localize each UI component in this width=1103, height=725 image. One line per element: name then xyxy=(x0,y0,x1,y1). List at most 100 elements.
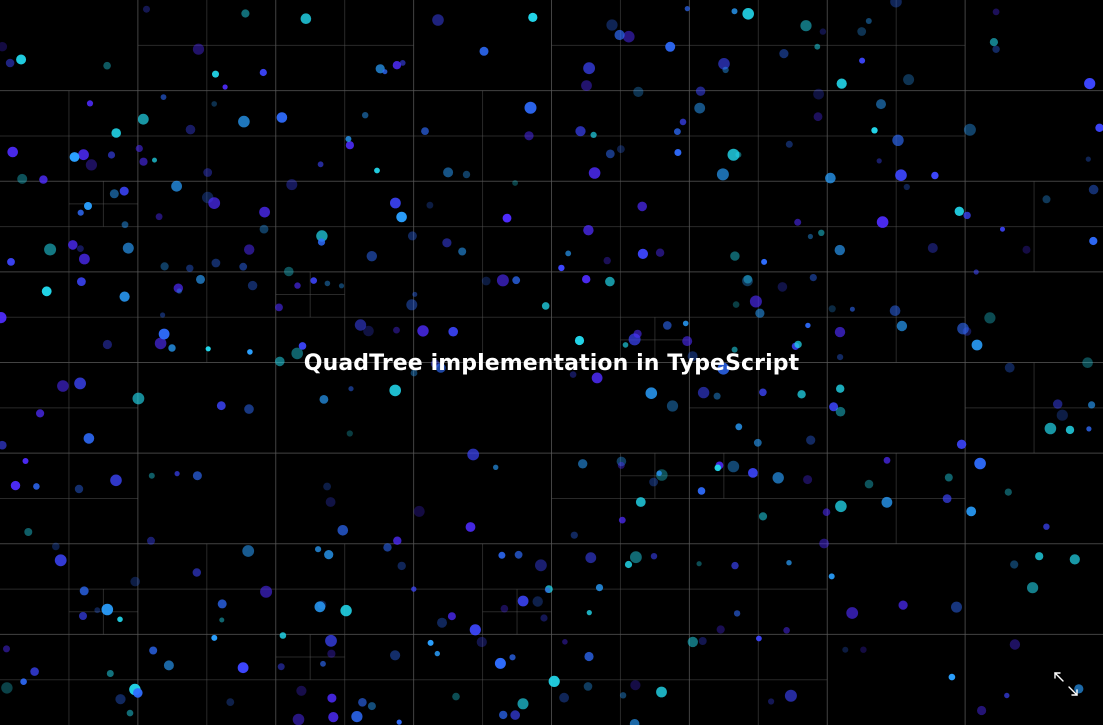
quadtree-point xyxy=(545,585,553,593)
quadtree-point xyxy=(605,149,615,159)
quadtree-point xyxy=(807,233,814,240)
quadtree-point xyxy=(992,8,1000,16)
quadtree-point xyxy=(717,362,730,375)
quadtree-point xyxy=(1022,245,1031,254)
quadtree-point xyxy=(479,46,489,56)
quadtree-point xyxy=(143,5,150,13)
quadtree-point xyxy=(192,568,201,577)
quadtree-point xyxy=(79,253,90,265)
quadtree-point xyxy=(94,607,101,614)
quadtree-point xyxy=(665,41,676,52)
quadtree-point xyxy=(1069,554,1080,565)
quadtree-point xyxy=(586,610,592,616)
quadtree-point xyxy=(1004,362,1015,373)
quadtree-point xyxy=(834,244,845,256)
quadtree-point xyxy=(348,386,354,392)
quadtree-point xyxy=(390,650,401,661)
quadtree-point xyxy=(1000,226,1005,232)
quadtree-point xyxy=(396,719,402,725)
quadtree-point xyxy=(772,472,784,484)
quadtree-point xyxy=(535,559,547,572)
quadtree-point xyxy=(443,167,454,178)
quadtree-point xyxy=(119,291,130,302)
quadtree-point xyxy=(822,508,831,516)
quadtree-point xyxy=(984,312,996,324)
quadtree-point xyxy=(974,457,986,470)
quadtree-point xyxy=(655,248,665,257)
quadtree-point xyxy=(813,112,823,122)
quadtree-point xyxy=(687,351,698,362)
quadtree-point xyxy=(259,224,269,234)
quadtree-point xyxy=(217,599,227,609)
quadtree-point xyxy=(476,636,487,648)
quadtree-point xyxy=(437,617,447,628)
quadtree-point xyxy=(565,250,572,257)
quadtree-point xyxy=(814,43,821,50)
quadtree-point xyxy=(323,482,331,491)
quadtree-point xyxy=(585,552,597,564)
quadtree-point xyxy=(219,617,225,623)
quadtree-point xyxy=(805,322,811,329)
quadtree-point xyxy=(33,483,40,490)
quadtree-point xyxy=(637,248,649,259)
quadtree-point xyxy=(896,320,908,332)
quadtree-point xyxy=(614,29,625,41)
quadtree-point xyxy=(783,627,790,634)
quadtree-point xyxy=(528,12,538,22)
quadtree-point xyxy=(992,45,1000,53)
quadtree-point xyxy=(244,404,254,414)
quadtree-point xyxy=(74,484,84,494)
quadtree-point xyxy=(517,698,529,710)
quadtree-point xyxy=(77,245,84,253)
quadtree-point xyxy=(226,698,235,706)
quadtree-point xyxy=(761,258,768,265)
quadtree-point xyxy=(575,126,586,137)
quadtree-point xyxy=(16,54,27,65)
quadtree-point xyxy=(674,128,681,136)
quadtree-point xyxy=(944,473,953,482)
quadtree-point xyxy=(794,218,802,226)
fullscreen-button[interactable] xyxy=(1050,668,1082,700)
quadtree-point xyxy=(122,242,134,254)
quadtree-point xyxy=(656,469,668,481)
quadtree-point xyxy=(259,68,267,77)
quadtree-point xyxy=(247,349,253,355)
quadtree-point xyxy=(895,169,907,181)
quadtree-point xyxy=(392,60,402,70)
quadtree-point xyxy=(327,649,336,658)
quadtree-point xyxy=(469,624,481,636)
quadtree-point xyxy=(583,682,593,691)
quadtree-point xyxy=(399,60,406,66)
quadtree-point xyxy=(733,610,741,617)
quadtree-point xyxy=(1004,692,1010,699)
quadtree-point xyxy=(276,112,288,123)
quadtree-point xyxy=(390,197,401,209)
quadtree-point xyxy=(595,584,604,592)
quadtree-point xyxy=(835,500,847,513)
quadtree-point xyxy=(502,213,512,223)
quadtree-point xyxy=(168,344,176,352)
quadtree-point xyxy=(337,525,349,536)
quadtree-point xyxy=(623,30,635,43)
quadtree-point xyxy=(590,131,597,138)
quadtree-point xyxy=(618,516,626,524)
quadtree-point xyxy=(427,639,434,646)
quadtree-point xyxy=(1027,582,1039,594)
quadtree-point xyxy=(5,58,15,68)
quadtree-point xyxy=(417,325,429,337)
quadtree-point xyxy=(465,522,476,532)
quadtree-point xyxy=(77,277,86,286)
quadtree-point xyxy=(85,159,97,171)
quadtree-point xyxy=(328,712,339,723)
quadtree-point xyxy=(727,460,740,473)
quadtree-point xyxy=(57,380,69,392)
quadtree-point xyxy=(578,459,588,469)
quadtree-point xyxy=(173,283,183,293)
quadtree-point xyxy=(111,128,121,138)
quadtree-point xyxy=(759,388,767,397)
quadtree-point xyxy=(324,550,334,560)
quadtree-point xyxy=(1042,195,1051,204)
quadtree-point xyxy=(119,186,129,196)
